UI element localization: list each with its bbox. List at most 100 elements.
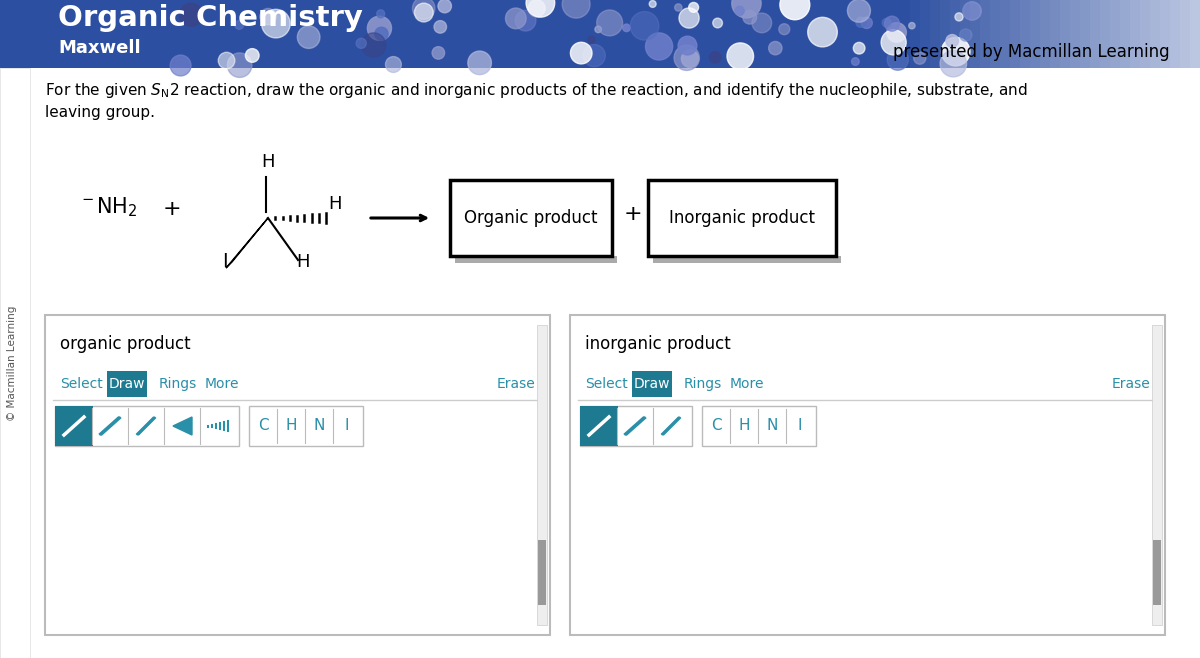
- Bar: [1010, 0, 1020, 68]
- Circle shape: [908, 22, 916, 29]
- Bar: [580, 406, 618, 446]
- Bar: [46, 315, 550, 635]
- Circle shape: [180, 3, 203, 26]
- Bar: [1160, 0, 1170, 68]
- Circle shape: [727, 43, 754, 70]
- Circle shape: [881, 30, 906, 55]
- Circle shape: [679, 8, 700, 28]
- Circle shape: [808, 17, 838, 47]
- Text: Organic product: Organic product: [464, 209, 598, 227]
- Circle shape: [596, 10, 623, 36]
- Circle shape: [674, 4, 682, 11]
- Circle shape: [941, 38, 970, 66]
- Circle shape: [515, 11, 536, 31]
- Circle shape: [962, 2, 982, 20]
- Circle shape: [570, 42, 592, 64]
- Circle shape: [235, 20, 244, 30]
- Circle shape: [374, 27, 388, 40]
- Text: Rings: Rings: [684, 377, 722, 391]
- Bar: [1000, 0, 1010, 68]
- Circle shape: [262, 9, 290, 38]
- Bar: [570, 315, 1165, 635]
- Circle shape: [528, 0, 545, 17]
- Circle shape: [736, 7, 744, 15]
- Bar: [1070, 0, 1080, 68]
- Circle shape: [260, 9, 276, 25]
- Bar: [1040, 0, 1050, 68]
- Circle shape: [623, 24, 630, 32]
- Text: Select: Select: [586, 377, 628, 391]
- Text: Select: Select: [60, 377, 103, 391]
- Circle shape: [227, 53, 252, 78]
- Circle shape: [218, 52, 235, 69]
- Bar: [1140, 0, 1150, 68]
- Bar: [950, 0, 960, 68]
- Text: C: C: [258, 418, 269, 434]
- Circle shape: [414, 3, 433, 22]
- Bar: [538, 540, 546, 605]
- Circle shape: [713, 18, 722, 28]
- Bar: [1030, 0, 1040, 68]
- Bar: [632, 371, 672, 397]
- Circle shape: [385, 57, 401, 72]
- Bar: [910, 0, 920, 68]
- Circle shape: [946, 34, 959, 47]
- Circle shape: [367, 16, 391, 40]
- Bar: [1060, 0, 1070, 68]
- Circle shape: [526, 0, 554, 17]
- Circle shape: [583, 45, 605, 66]
- Bar: [0, 68, 30, 658]
- Circle shape: [769, 41, 782, 55]
- Bar: [107, 371, 148, 397]
- Text: Inorganic product: Inorganic product: [670, 209, 815, 227]
- Text: More: More: [730, 377, 764, 391]
- Bar: [55, 406, 94, 446]
- Bar: [970, 0, 980, 68]
- Circle shape: [245, 49, 259, 63]
- Text: H: H: [738, 418, 750, 434]
- Circle shape: [913, 52, 926, 64]
- Circle shape: [743, 11, 757, 24]
- Circle shape: [413, 0, 434, 20]
- Text: H: H: [296, 253, 310, 271]
- Bar: [1120, 0, 1130, 68]
- Circle shape: [361, 33, 385, 57]
- Circle shape: [630, 12, 659, 40]
- Bar: [653, 256, 841, 263]
- Circle shape: [887, 49, 908, 70]
- Text: More: More: [205, 377, 240, 391]
- Circle shape: [847, 0, 870, 22]
- Bar: [1100, 0, 1110, 68]
- Text: H: H: [328, 195, 342, 213]
- Circle shape: [689, 3, 698, 13]
- Bar: [980, 0, 990, 68]
- Circle shape: [468, 51, 492, 74]
- Circle shape: [779, 24, 790, 35]
- Circle shape: [438, 0, 451, 13]
- Text: © Macmillan Learning: © Macmillan Learning: [7, 305, 17, 420]
- Text: N: N: [767, 418, 778, 434]
- Polygon shape: [226, 218, 268, 268]
- Bar: [1130, 0, 1140, 68]
- Text: Organic Chemistry: Organic Chemistry: [58, 4, 362, 32]
- Text: I: I: [222, 252, 228, 271]
- Circle shape: [434, 20, 446, 33]
- Text: +: +: [624, 204, 643, 224]
- Circle shape: [709, 51, 721, 63]
- Circle shape: [752, 13, 772, 33]
- Circle shape: [682, 50, 698, 68]
- Bar: [648, 180, 836, 256]
- Bar: [1110, 0, 1120, 68]
- Circle shape: [884, 16, 900, 31]
- Circle shape: [377, 10, 385, 18]
- Circle shape: [588, 36, 595, 43]
- Text: $^-$NH$_2$: $^-$NH$_2$: [78, 195, 137, 218]
- Bar: [450, 180, 612, 256]
- Circle shape: [678, 36, 697, 55]
- Text: +: +: [163, 199, 181, 219]
- Circle shape: [862, 17, 872, 28]
- Bar: [0, 0, 1200, 68]
- Circle shape: [960, 29, 972, 41]
- Bar: [960, 0, 970, 68]
- Circle shape: [852, 58, 859, 65]
